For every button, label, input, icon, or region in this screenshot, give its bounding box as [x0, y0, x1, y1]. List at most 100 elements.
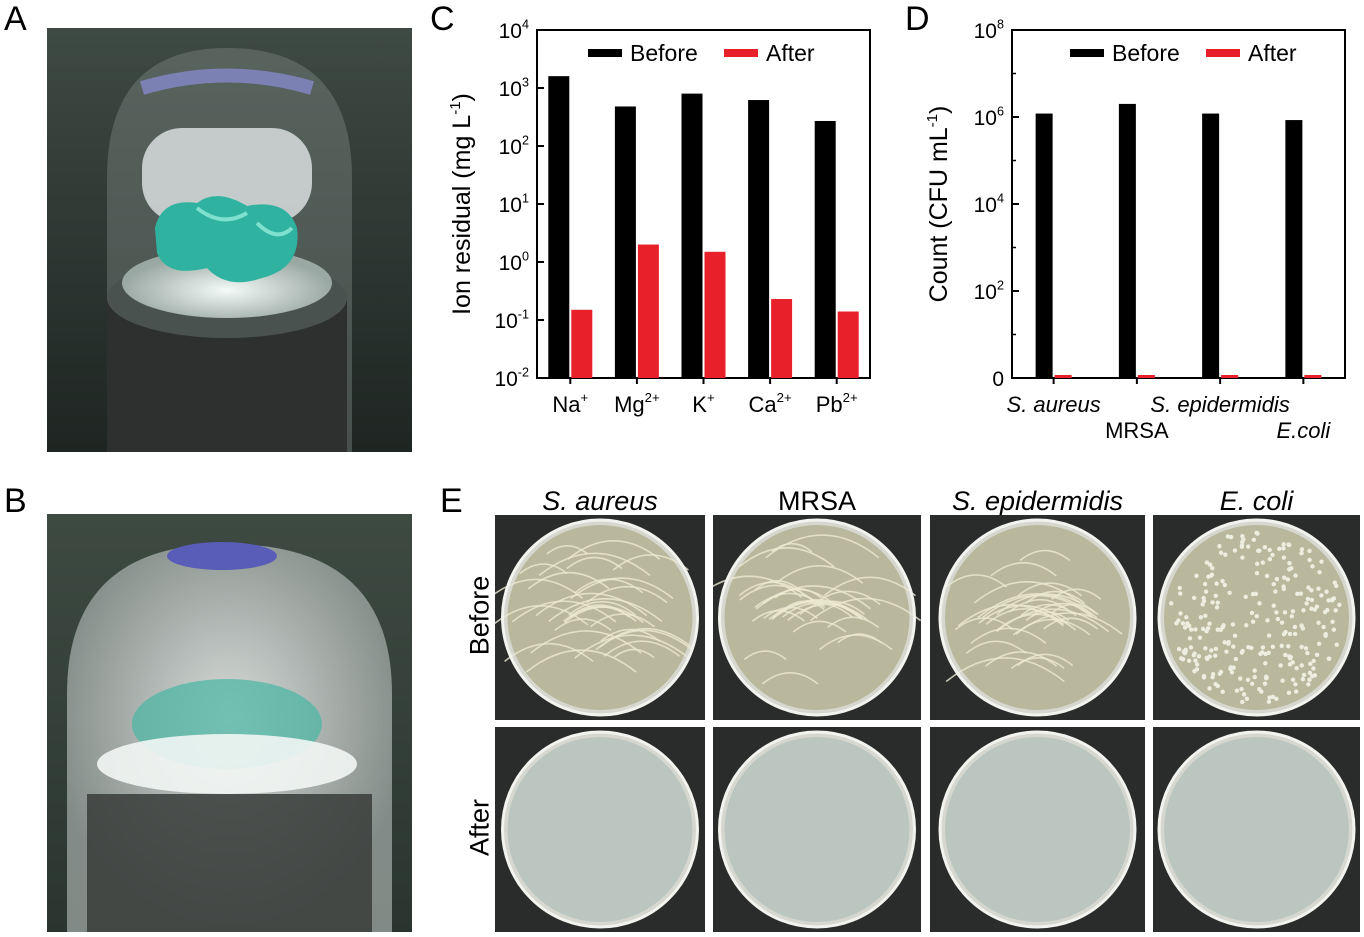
streak: [1031, 602, 1093, 617]
colony: [1249, 610, 1255, 616]
streak: [570, 577, 674, 600]
agar: [945, 737, 1130, 922]
colony: [1254, 571, 1260, 576]
legend-swatch-before: [1070, 49, 1104, 57]
streak: [504, 642, 594, 662]
colony: [1232, 548, 1238, 553]
colony: [1202, 581, 1208, 587]
colony: [1260, 560, 1266, 565]
streak: [590, 613, 655, 628]
colony: [1273, 589, 1278, 594]
streak: [538, 552, 651, 577]
streak: [970, 627, 1047, 644]
agar: [507, 525, 693, 710]
colony: [1263, 651, 1268, 657]
colony: [1334, 642, 1339, 647]
plate-before-2: [713, 515, 921, 720]
y-tick-label: 101: [499, 192, 529, 217]
streak: [761, 672, 819, 685]
legend-label-before: Before: [630, 40, 698, 66]
colony: [1220, 578, 1225, 584]
colony: [1244, 696, 1250, 701]
colony: [1197, 635, 1203, 640]
colony: [1213, 653, 1218, 658]
bar-before: [814, 120, 836, 379]
streak: [1015, 612, 1123, 635]
colony: [1305, 650, 1310, 656]
colony: [1224, 649, 1229, 654]
colony: [1188, 645, 1194, 650]
colony: [1222, 640, 1227, 645]
colony: [1281, 586, 1287, 592]
colony: [1239, 686, 1244, 692]
dish-edge: [718, 730, 916, 929]
colony: [1299, 551, 1304, 556]
column-label-s-epidermidis: S. epidermidis: [951, 486, 1124, 516]
streak: [783, 600, 825, 610]
colony: [1214, 605, 1220, 610]
colony: [1254, 530, 1259, 536]
colony: [1311, 666, 1316, 671]
colony: [1267, 695, 1272, 700]
y-axis-label: Count (CFU mL-1): [924, 106, 953, 303]
colony: [1326, 656, 1332, 661]
colony: [1262, 544, 1268, 550]
colony: [1198, 615, 1204, 620]
bar-after: [1137, 375, 1155, 378]
column-label-s-aureus: S. aureus: [542, 486, 658, 516]
colony: [1332, 580, 1338, 585]
colony: [1204, 628, 1209, 634]
streak: [792, 620, 847, 633]
streak: [568, 601, 637, 616]
colony: [1186, 658, 1192, 664]
colony: [1309, 597, 1315, 603]
plate-after-1: [495, 727, 705, 932]
colony: [1220, 689, 1225, 695]
colony: [1246, 544, 1251, 549]
colony: [1282, 610, 1288, 615]
legend-label-after: After: [766, 40, 815, 66]
colony: [1316, 641, 1322, 647]
colony: [1200, 626, 1206, 632]
colony: [1293, 682, 1298, 687]
streak: [738, 547, 835, 568]
plate-before-3: [930, 515, 1145, 720]
colony: [1270, 552, 1275, 558]
plate-after-2: [713, 727, 921, 932]
streak: [519, 563, 568, 575]
colony: [1192, 668, 1197, 674]
colony: [1228, 534, 1234, 540]
streak: [765, 534, 880, 559]
colony: [1213, 593, 1218, 599]
colony: [1286, 542, 1291, 547]
colony: [1317, 569, 1322, 575]
colony: [1220, 624, 1225, 630]
colony: [1176, 646, 1182, 652]
streak: [1019, 549, 1071, 562]
bar-after: [1054, 375, 1072, 378]
streak: [755, 585, 872, 610]
bar-after: [1304, 375, 1322, 378]
dish-edge: [501, 730, 699, 929]
legend-swatch-before: [588, 49, 622, 57]
colony: [1285, 577, 1291, 582]
colony: [1183, 649, 1188, 654]
bar-after: [571, 309, 593, 378]
colony: [1314, 652, 1320, 658]
colony: [1290, 677, 1296, 682]
colony: [1304, 601, 1309, 606]
x-tick-label: E.coli: [1276, 418, 1331, 443]
column-label-mrsa: MRSA: [777, 486, 856, 516]
dish-edge: [1157, 518, 1356, 717]
colony: [1207, 621, 1212, 626]
colony: [1274, 610, 1279, 615]
colony: [1240, 699, 1245, 705]
colony: [1279, 643, 1284, 649]
colony: [1287, 567, 1292, 572]
dish-edge: [501, 518, 699, 717]
y-tick-label: 10-1: [494, 308, 529, 333]
bar-before: [1035, 113, 1053, 379]
colony: [1319, 559, 1324, 564]
colony: [1178, 611, 1183, 616]
colony: [1193, 658, 1198, 663]
